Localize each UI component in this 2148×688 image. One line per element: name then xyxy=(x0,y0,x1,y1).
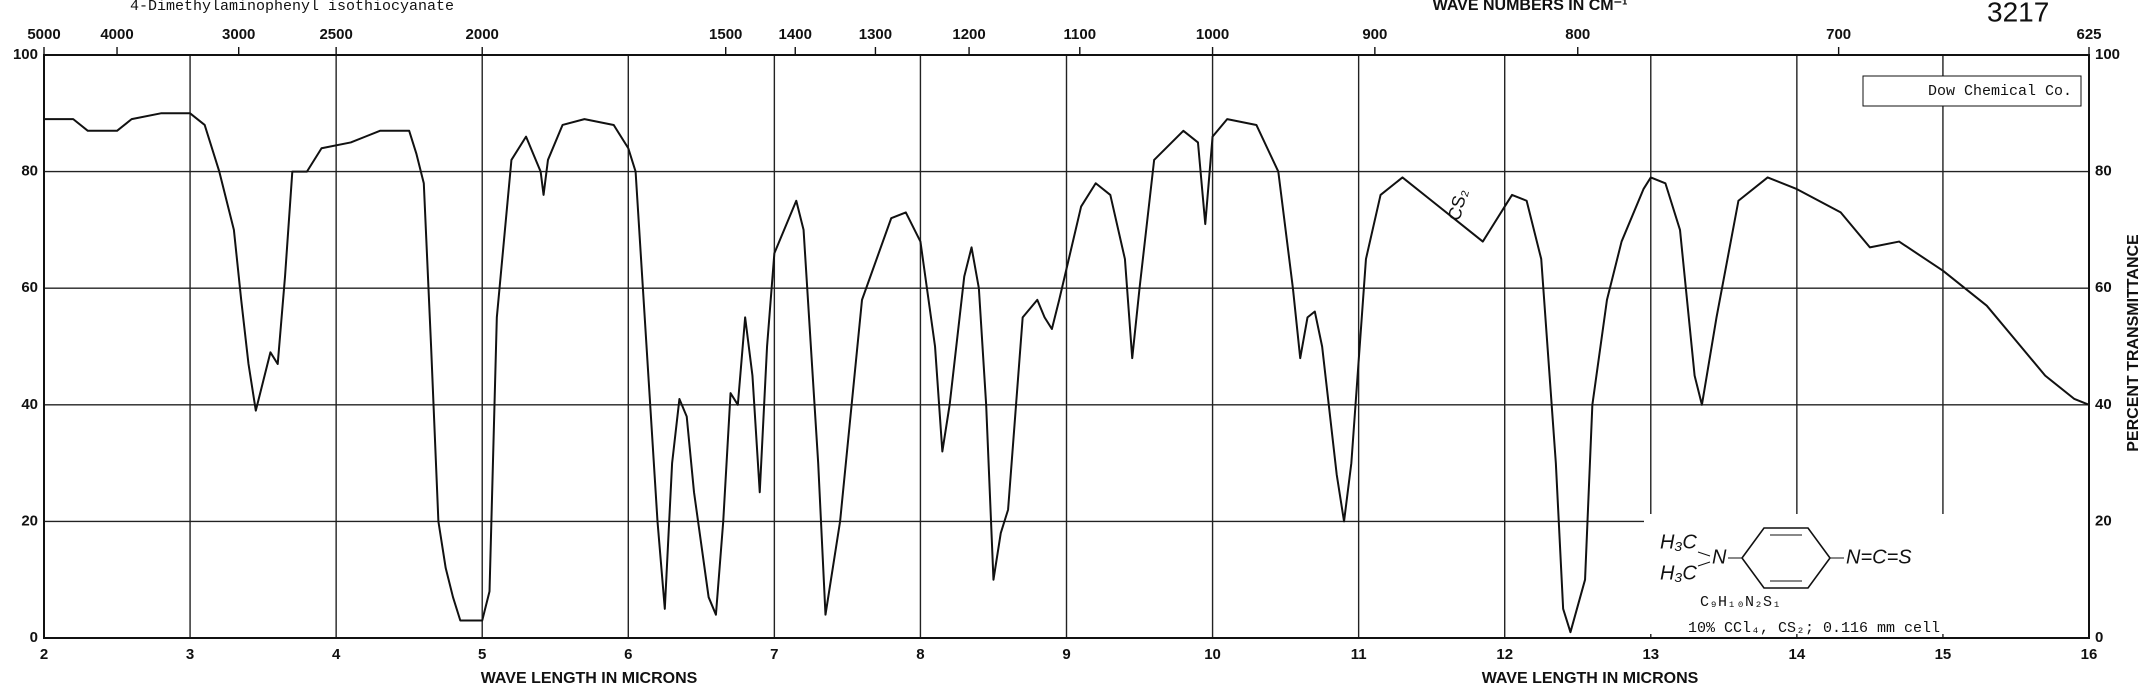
source-box xyxy=(1862,75,2082,107)
x-tick-label: 2 xyxy=(40,646,48,663)
x2-tick-label: 2000 xyxy=(466,26,499,43)
conditions: 10% CCl₄, CS₂; 0.116 mm cell xyxy=(1688,620,1940,637)
x-axis-label: WAVE LENGTH IN MICRONS xyxy=(1482,670,1699,687)
x2-tick-label: 625 xyxy=(2076,26,2101,43)
x-tick-label: 12 xyxy=(1496,646,1513,663)
x2-tick-label: 700 xyxy=(1826,26,1851,43)
x2-tick-label: 2500 xyxy=(319,26,352,43)
x2-tick-label: 1300 xyxy=(859,26,892,43)
bond xyxy=(1697,551,1711,557)
x-tick-label: 4 xyxy=(332,646,341,663)
x2-tick-label: 900 xyxy=(1362,26,1387,43)
annotation: N xyxy=(1712,546,1727,568)
y-tick-label: 20 xyxy=(21,512,38,529)
x2-tick-label: 1100 xyxy=(1064,26,1097,43)
x-tick-label: 14 xyxy=(1789,646,1806,663)
annotation: H₃C xyxy=(1660,531,1697,553)
x-tick-label: 5 xyxy=(478,646,486,663)
spectrum-line xyxy=(44,112,2090,634)
y-axis-label: PERCENT TRANSMITTANCE xyxy=(2125,234,2142,452)
y2-tick-label: 60 xyxy=(2095,279,2112,296)
bond xyxy=(1697,561,1711,567)
x2-axis-label: WAVE NUMBERS IN CM⁻¹ xyxy=(1433,0,1628,14)
formula: C₉H₁₀N₂S₁ xyxy=(1700,594,1781,611)
x-tick-label: 11 xyxy=(1351,646,1367,663)
x2-tick-label: 800 xyxy=(1565,26,1590,43)
y-tick-label: 80 xyxy=(21,163,38,180)
y2-tick-label: 0 xyxy=(2095,629,2103,646)
x-tick-label: 7 xyxy=(770,646,778,663)
x-tick-label: 3 xyxy=(186,646,194,663)
catalog-number: 3217 xyxy=(1987,0,2049,27)
x2-tick-label: 1000 xyxy=(1196,26,1229,43)
y2-tick-label: 40 xyxy=(2095,396,2112,413)
y2-tick-label: 80 xyxy=(2095,163,2112,180)
x2-tick-label: 3000 xyxy=(222,26,255,43)
y-tick-label: 40 xyxy=(21,396,38,413)
x2-tick-label: 1500 xyxy=(709,26,742,43)
plot-frame xyxy=(43,54,2090,639)
structure-panel xyxy=(1644,514,2089,634)
x2-tick-label: 5000 xyxy=(27,26,60,43)
plot xyxy=(44,112,2090,634)
annotation: H₃C xyxy=(1660,562,1697,584)
x-tick-label: 13 xyxy=(1642,646,1659,663)
y2-tick-label: 20 xyxy=(2095,512,2112,529)
x-tick-label: 16 xyxy=(2081,646,2098,663)
x-tick-label: 9 xyxy=(1062,646,1070,663)
x-axis-label: WAVE LENGTH IN MICRONS xyxy=(481,670,698,687)
y-tick-label: 0 xyxy=(30,629,38,646)
annotation: N=C=S xyxy=(1846,546,1912,568)
y-tick-label: 100 xyxy=(13,46,38,63)
y2-tick-label: 100 xyxy=(2095,46,2120,63)
x-tick-label: 10 xyxy=(1204,646,1221,663)
y-tick-label: 60 xyxy=(21,279,38,296)
x-tick-label: 6 xyxy=(624,646,632,663)
chart-title: 4-Dimethylaminophenyl isothiocyanate xyxy=(130,0,454,15)
source: Dow Chemical Co. xyxy=(1928,83,2072,100)
x2-tick-label: 4000 xyxy=(100,26,133,43)
x2-tick-label: 1400 xyxy=(779,26,812,43)
x-tick-label: 8 xyxy=(916,646,924,663)
x-tick-label: 15 xyxy=(1935,646,1952,663)
x2-tick-label: 1200 xyxy=(952,26,985,43)
